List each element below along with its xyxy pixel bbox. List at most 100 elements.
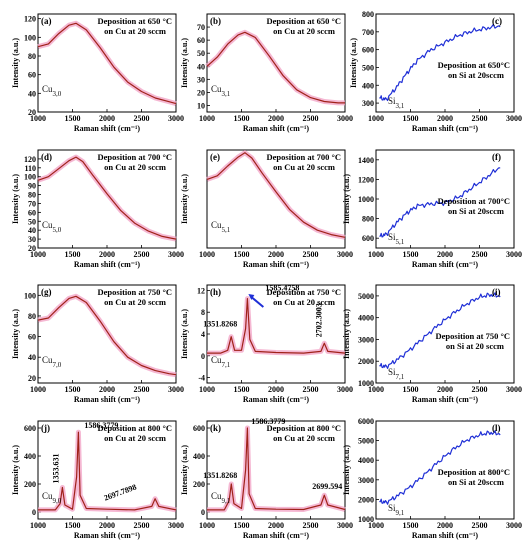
y-tick-label: 1000	[358, 515, 374, 524]
x-tick-label: 2500	[472, 114, 488, 123]
panel-subtitle: on Cu at 20 sccm	[273, 26, 335, 36]
panel-subtitle: on Cu at 20 sccm	[273, 433, 335, 443]
panel-title: Deposition at 650 °C	[267, 16, 341, 26]
x-tick-label: 3000	[168, 521, 184, 530]
x-tick-label: 1500	[234, 114, 250, 123]
panel-title: Deposition at 700 °C	[98, 152, 172, 162]
y-tick-label: 3000	[358, 335, 374, 344]
sample-label-subscript: 9,1	[222, 497, 231, 505]
peak-label: 1351.8268	[203, 320, 237, 329]
y-tick-label: 40	[28, 226, 36, 235]
y-tick-label: 1000	[358, 195, 374, 204]
sample-label-base: Cu	[42, 355, 53, 365]
panel-title: Deposition at 800 °C	[98, 423, 172, 433]
y-tick-label: 1000	[358, 379, 374, 388]
x-tick-label: 3000	[506, 385, 522, 394]
x-tick-label: 3000	[337, 250, 353, 259]
panel-title: Deposition at 650°C	[438, 60, 510, 70]
series-line	[37, 156, 177, 240]
y-tick-label: 30	[197, 75, 205, 84]
y-tick-label: 8	[201, 308, 205, 317]
x-tick-label: 1500	[403, 521, 419, 530]
x-tick-label: 2000	[99, 114, 115, 123]
panel-subtitle: on Cu at 20 sccm	[104, 433, 166, 443]
y-tick-label: 70	[197, 23, 205, 32]
y-tick-label: 50	[197, 49, 205, 58]
y-tick-label: 12	[197, 286, 205, 295]
peak-label: 2702.3003	[314, 303, 323, 337]
y-tick-label: 110	[24, 164, 36, 173]
sample-label-base: Cu	[211, 84, 222, 94]
x-axis-title: Raman shift (cm⁻¹)	[74, 260, 141, 269]
x-tick-label: 1500	[403, 385, 419, 394]
panel-k: 1000 1500 2000 2500 3000 0 200 400 600 Raman shif…	[180, 417, 353, 540]
series-line	[38, 431, 177, 511]
x-tick-label: 2500	[134, 385, 150, 394]
y-tick-label: 80	[28, 191, 36, 200]
sample-label-subscript: 5,1	[222, 226, 231, 234]
series-line	[206, 152, 346, 238]
x-tick-label: 2500	[134, 250, 150, 259]
y-tick-label: 20	[28, 244, 36, 253]
panel-subtitle: on Cu at 20 sccm	[104, 162, 166, 172]
sample-label-subscript: 5,1	[396, 238, 405, 246]
sample-label-subscript: 3,1	[396, 102, 405, 110]
y-axis-title: Intensity (a.u.)	[180, 174, 189, 224]
series-line	[379, 23, 501, 102]
y-tick-label: 200	[24, 480, 36, 489]
y-tick-label: 2000	[358, 495, 374, 504]
sample-label-base: Si	[388, 96, 396, 106]
y-tick-label: 600	[362, 46, 374, 55]
x-axis-title: Raman shift (cm⁻¹)	[243, 395, 310, 404]
series-line	[207, 298, 346, 354]
panel-letter: (d)	[41, 152, 52, 162]
peak-label: 2697.7898	[103, 482, 138, 502]
sample-label-subscript: 9,1	[396, 509, 405, 517]
x-axis-title: Raman shift (cm⁻¹)	[243, 260, 310, 269]
panel-title: Deposition at 800°C	[438, 467, 510, 477]
x-tick-label: 1500	[234, 521, 250, 530]
x-tick-label: 2500	[134, 521, 150, 530]
y-tick-label: 600	[193, 424, 205, 433]
panel-letter: (f)	[492, 152, 501, 162]
y-tick-label: 20	[28, 374, 36, 383]
peak-label: 1585.4758	[265, 284, 299, 293]
x-tick-label: 3000	[506, 114, 522, 123]
y-tick-label: 400	[362, 81, 374, 90]
x-tick-label: 1500	[234, 250, 250, 259]
x-tick-label: 2000	[437, 250, 453, 259]
y-tick-label: 10	[197, 101, 205, 110]
x-tick-label: 2000	[99, 521, 115, 530]
x-tick-label: 1000	[30, 521, 46, 530]
y-tick-label: 80	[28, 312, 36, 321]
y-tick-label: 400	[193, 452, 205, 461]
x-tick-label: 1000	[368, 385, 384, 394]
x-tick-label: 1500	[65, 250, 81, 259]
panel-subtitle: on Si at 20 sccm	[446, 341, 504, 351]
x-tick-label: 1000	[199, 521, 215, 530]
y-axis-title: Intensity (a.u.)	[180, 38, 189, 88]
peak-arrow	[250, 296, 265, 308]
x-tick-label: 2000	[437, 114, 453, 123]
y-tick-label: 60	[28, 208, 36, 217]
y-tick-label: 60	[28, 71, 36, 80]
panel-letter: (b)	[210, 16, 221, 26]
peak-label: 2699.594	[312, 482, 342, 491]
y-tick-label: 1200	[358, 175, 374, 184]
y-tick-label: 70	[28, 199, 36, 208]
x-tick-label: 1000	[30, 250, 46, 259]
sample-label-subscript: 7,0	[53, 361, 62, 369]
x-tick-label: 3000	[337, 385, 353, 394]
sample-label: Cu9,1	[211, 491, 231, 505]
sample-label-subscript: 3,0	[53, 90, 62, 98]
x-tick-label: 1000	[199, 385, 215, 394]
panel-title: Deposition at 750 °C	[436, 331, 510, 341]
x-tick-label: 2000	[99, 250, 115, 259]
panel-l: 1000 1500 2000 2500 3000 1000 2000 3000 4000 5000…	[342, 417, 522, 540]
sample-label: Cu5,1	[211, 220, 231, 234]
x-tick-label: 2000	[268, 385, 284, 394]
panel-subtitle: on Cu at 20 sccm	[273, 297, 335, 307]
y-tick-label: 800	[362, 10, 374, 19]
peak-label: 1353.631	[51, 454, 60, 484]
